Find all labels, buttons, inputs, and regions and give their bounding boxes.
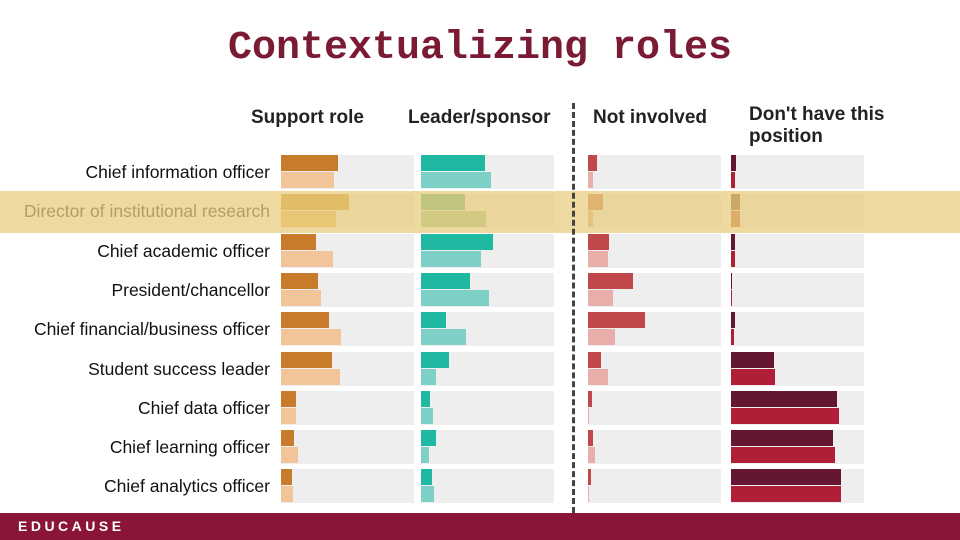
row-label: Student success leader [88,358,270,379]
bar [281,233,316,250]
bar [281,155,339,171]
bar [588,155,598,171]
bar [731,486,842,503]
bar [731,250,735,267]
bar-track [731,233,864,268]
bar [281,486,293,503]
bar [588,172,594,188]
bar [588,430,594,447]
row-label: Chief data officer [138,397,270,418]
column-header-dont-have-position: Don't have this position [749,104,885,147]
bar [281,329,341,346]
bar-track [588,430,721,465]
column-header-leader-sponsor: Leader/sponsor [408,107,551,128]
bar [281,447,299,464]
bar-track [731,155,864,189]
bar [731,351,774,368]
highlight-band [0,191,960,234]
bar [588,368,608,385]
bar [731,233,735,250]
educause-logo: EDUCAUSE [18,518,125,534]
bar [281,312,329,329]
bar-track [281,390,414,425]
row-label: Chief financial/business officer [33,319,270,340]
bar [588,447,595,464]
bar [588,250,608,267]
bar [731,447,835,464]
bar [588,469,591,486]
bar [588,407,590,424]
bar-track [281,430,414,465]
bar-track [588,155,721,189]
bar-track [588,469,721,504]
bar [731,312,735,329]
bar-track [588,390,721,425]
column-divider [572,103,575,513]
row-label: Chief learning officer [109,437,270,458]
bar [421,368,436,385]
bar [421,430,436,447]
bar [421,155,485,171]
bar [281,469,292,486]
bar [281,430,295,447]
bar-track [731,312,864,347]
bar [421,233,493,250]
bar [588,272,634,289]
bar [421,312,447,329]
bar [281,390,296,407]
row-label: President/chancellor [111,279,270,300]
bar-track [421,430,554,465]
bar [421,469,432,486]
bar [588,390,592,407]
bar [421,172,492,188]
bar [731,329,734,346]
bar [731,155,737,171]
bar [588,351,602,368]
bar [281,368,340,385]
bar-track [421,390,554,425]
bar [731,430,834,447]
footer-bar [0,513,960,540]
bar [281,172,335,188]
bar-track [588,233,721,268]
bar [421,447,429,464]
bar [731,172,735,188]
bar [281,289,321,306]
bar [421,272,471,289]
row-label: Chief analytics officer [103,476,270,497]
bar [731,469,842,486]
bar [588,233,610,250]
column-header-not-involved: Not involved [593,107,708,128]
bar-track [588,351,721,386]
bar [421,250,481,267]
bar [421,351,449,368]
bar [731,390,838,407]
bar [588,289,614,306]
bar [421,486,435,503]
row-label: Chief information officer [85,162,271,182]
bar [588,486,590,503]
bar-track [421,469,554,504]
bar [421,390,431,407]
bar [421,407,433,424]
bar [731,407,839,424]
bar [281,407,296,424]
bar-track [281,469,414,504]
bar [588,312,646,329]
row-label: Chief academic officer [97,240,270,261]
bar [731,368,775,385]
column-header-support-role: Support role [251,107,364,128]
bar [731,289,733,306]
bar [731,272,733,289]
bar [281,351,332,368]
page-title: Contextualizing roles [227,26,733,71]
bar [281,272,319,289]
bar-track [731,272,864,307]
bar [588,329,615,346]
bar [421,289,489,306]
bar [421,329,467,346]
bar [281,250,333,267]
